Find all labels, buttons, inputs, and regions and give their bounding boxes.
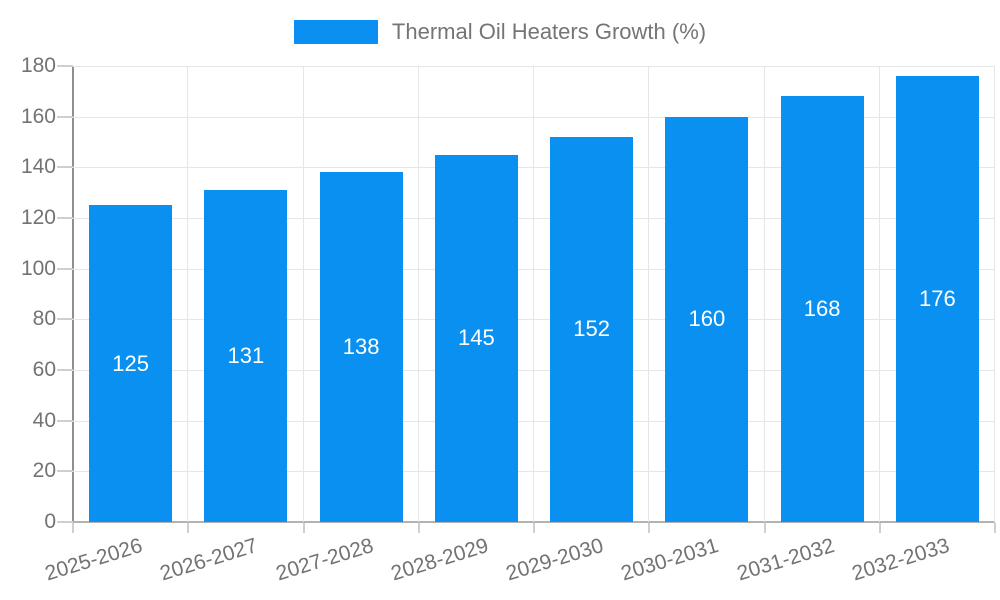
gridline-horizontal [73,319,995,321]
x-axis-tick [763,523,766,533]
bar-value-label: 152 [573,316,610,342]
chart-legend-item[interactable]: Thermal Oil Heaters Growth (%) [0,16,1000,48]
y-axis-tick [57,65,73,67]
bar[interactable]: 138 [319,172,403,522]
bar[interactable]: 145 [434,154,518,522]
bar[interactable]: 152 [550,136,634,522]
x-axis-tick [302,523,305,533]
x-axis-category-label: 2028-2029 [388,534,492,586]
x-axis-category-label: 2032-2033 [849,534,953,586]
legend-color-swatch [293,20,378,44]
gridline-vertical [994,66,995,522]
bar-value-label: 125 [112,350,149,376]
bar[interactable]: 168 [780,96,864,522]
gridline-vertical [417,66,419,522]
y-axis-line [72,66,74,532]
y-axis-tick [57,369,73,371]
y-axis-tick-label: 160 [20,104,56,128]
gridline-horizontal [73,167,995,169]
legend-series-label: Thermal Oil Heaters Growth (%) [391,19,707,44]
gridline-horizontal [73,420,995,422]
y-axis-tick [57,267,73,270]
gridline-horizontal [73,116,995,118]
gridline-horizontal [73,218,995,219]
gridline-horizontal [73,471,995,473]
bar-value-label: 145 [458,325,495,351]
y-axis-tick-label: 140 [20,155,56,179]
y-axis-tick-label: 100 [20,256,56,280]
x-axis-tick [417,523,420,533]
gridline-vertical [648,66,650,522]
x-axis-tick [533,523,535,533]
x-axis-category-label: 2026-2027 [157,534,261,586]
bar-value-label: 138 [342,334,380,360]
gridline-vertical [302,66,304,522]
y-axis-tick-label: 60 [32,358,56,381]
x-axis-category-label: 2025-2026 [42,534,146,586]
x-axis-line [63,521,995,523]
x-axis-category-label: 2031-2032 [734,534,837,586]
gridline-vertical [187,66,189,522]
x-axis-tick [994,523,996,533]
y-axis-tick-label: 40 [32,408,56,432]
gridline-vertical [763,66,765,522]
y-axis-tick [57,318,73,321]
bar[interactable]: 131 [204,190,288,522]
x-axis-category-label: 2030-2031 [618,534,722,586]
y-axis-tick [57,115,73,118]
plot-area: 125 131 138 145 152 160 168 176 [73,66,995,522]
y-axis-tick-label: 80 [32,307,56,331]
y-axis-tick [57,166,73,169]
y-axis-tick-label: 180 [20,54,56,77]
x-axis-tick [187,523,190,533]
bar-value-label: 131 [227,343,265,369]
bar[interactable]: 125 [89,205,173,522]
bar-value-label: 168 [803,296,841,322]
x-axis-tick [72,523,74,533]
y-axis-tick [57,419,73,422]
bar[interactable]: 160 [665,116,749,522]
gridline-vertical [533,66,534,522]
y-axis-tick [57,470,73,473]
y-axis-tick-label: 0 [44,510,56,533]
gridline-horizontal [73,268,995,270]
bar[interactable]: 176 [895,76,979,522]
gridline-horizontal [73,370,995,371]
y-axis-tick-label: 20 [32,459,56,483]
x-axis-tick [878,523,881,533]
gridline-horizontal [73,66,995,67]
y-axis-tick-label: 120 [20,206,56,229]
x-axis-tick [648,523,651,533]
bar-value-label: 176 [919,286,956,312]
x-axis-category-label: 2027-2028 [273,534,376,586]
bar-value-label: 160 [688,306,726,332]
y-axis-tick [57,521,73,523]
y-axis-tick [57,217,73,219]
x-axis-category-label: 2029-2030 [503,534,607,586]
gridline-vertical [878,66,880,522]
